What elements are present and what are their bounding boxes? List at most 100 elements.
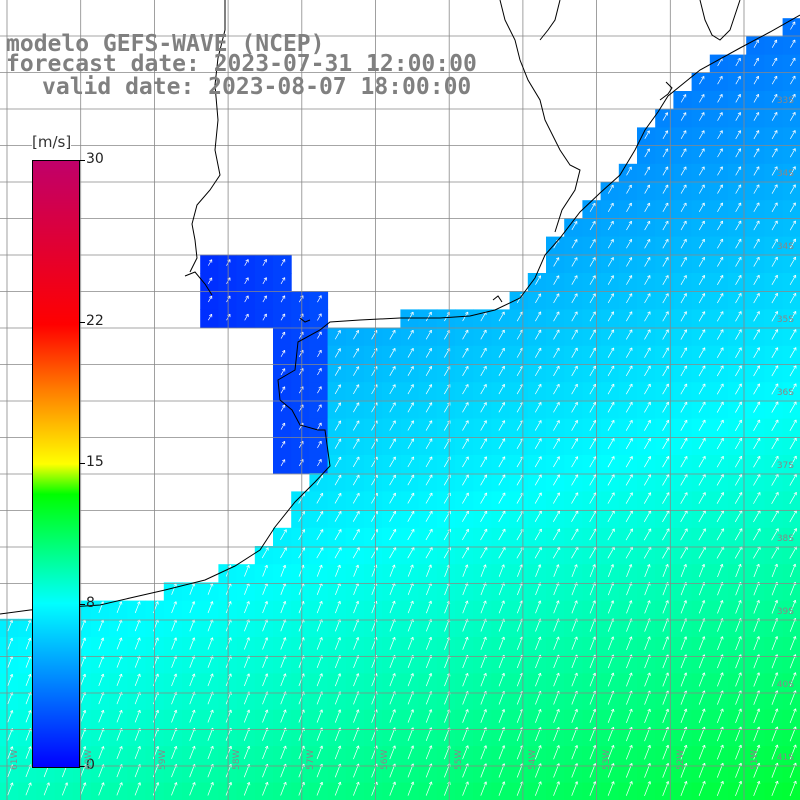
wind-arrow-head <box>774 672 779 676</box>
wind-arrow <box>589 510 597 523</box>
wind-arrow-head <box>720 401 724 405</box>
wind-arrow-head <box>137 709 141 714</box>
wind-arrow-head <box>647 329 651 333</box>
wind-arrow <box>316 619 323 632</box>
wind-arrow-head <box>592 239 596 243</box>
wind-arrow-head <box>537 275 542 279</box>
wind-arrow-head <box>666 528 670 532</box>
wind-arrow-head <box>775 473 779 478</box>
wind-arrow <box>680 636 687 651</box>
wind-arrow-head <box>774 274 778 279</box>
wind-arrow <box>262 295 267 303</box>
wind-arrow-head <box>719 130 723 134</box>
wind-arrow <box>571 528 579 541</box>
wind-arrow-head <box>337 637 341 641</box>
wind-arrow <box>589 546 597 559</box>
wind-arrow-head <box>355 564 360 568</box>
wind-arrow-head <box>738 220 742 224</box>
wind-arrow <box>753 546 761 559</box>
wind-arrow-head <box>28 746 32 750</box>
wind-arrow-head <box>483 347 487 352</box>
wind-arrow <box>553 618 559 632</box>
wind-arrow <box>389 511 396 522</box>
wind-arrow <box>589 347 596 358</box>
wind-arrow <box>789 419 797 431</box>
wind-arrow <box>425 529 433 541</box>
wind-arrow <box>789 401 797 413</box>
wind-arrow <box>498 384 505 395</box>
wind-arrow <box>516 600 523 614</box>
wind-arrow-head <box>792 184 796 188</box>
wind-arrow <box>207 673 214 687</box>
wind-arrow-head <box>738 347 742 351</box>
wind-arrow-head <box>701 130 705 134</box>
wind-arrow-head <box>265 547 269 551</box>
wind-arrow <box>789 546 797 559</box>
wind-arrow-head <box>775 780 779 785</box>
wind-arrow <box>425 366 432 376</box>
wind-arrow-head <box>483 420 487 424</box>
wind-arrow <box>207 727 214 741</box>
wind-arrow-head <box>210 673 214 677</box>
wind-arrow <box>389 366 396 376</box>
wind-arrow <box>571 709 578 723</box>
wind-arrow-head <box>100 673 105 678</box>
wind-arrow-head <box>465 365 469 370</box>
wind-arrow-head <box>684 492 688 496</box>
wind-arrow-head <box>701 329 706 333</box>
wind-arrow <box>516 654 523 669</box>
wind-arrow-head <box>774 563 778 568</box>
wind-arrow <box>371 348 378 358</box>
wind-arrow <box>644 708 651 723</box>
wind-arrow-head <box>538 492 542 496</box>
wind-arrow-head <box>756 780 761 785</box>
wind-arrow-head <box>628 293 633 297</box>
wind-arrow <box>516 546 524 559</box>
wind-arrow <box>753 238 760 249</box>
wind-arrow <box>717 220 723 231</box>
wind-arrow <box>516 510 524 522</box>
latitude-label: 41S <box>776 753 794 763</box>
longitude-label: 51W <box>750 749 760 770</box>
wind-arrow-head <box>483 600 487 604</box>
wind-arrow <box>607 456 615 468</box>
wind-arrow-head <box>465 745 469 749</box>
wind-arrow <box>662 492 670 504</box>
wind-arrow <box>189 673 195 687</box>
wind-arrow-head <box>738 256 742 261</box>
wind-arrow-head <box>208 277 213 281</box>
wind-arrow <box>462 492 469 504</box>
wind-arrow-head <box>282 637 287 641</box>
wind-arrow <box>407 402 414 413</box>
wind-arrow <box>662 401 669 413</box>
wind-arrow <box>589 745 596 760</box>
wind-arrow-head <box>428 420 433 424</box>
wind-arrow <box>789 510 797 523</box>
wind-arrow <box>425 311 432 322</box>
wind-arrow-head <box>720 528 725 532</box>
wind-arrow <box>462 329 469 340</box>
longitude-label: 52W <box>676 749 686 770</box>
wind-arrow-head <box>665 275 669 279</box>
wind-arrow <box>716 383 724 395</box>
wind-arrow <box>552 510 560 523</box>
wind-arrow-head <box>574 329 578 333</box>
wind-arrow-head <box>683 600 687 604</box>
wind-arrow-head <box>593 510 597 514</box>
wind-arrow <box>462 582 468 596</box>
wind-arrow-head <box>173 637 178 641</box>
wind-arrow <box>771 238 778 249</box>
wind-arrow-head <box>610 293 614 297</box>
wind-arrow-head <box>702 492 706 496</box>
wind-arrow <box>589 636 596 650</box>
wind-arrow <box>462 600 468 614</box>
wind-arrow-head <box>702 383 706 387</box>
wind-arrow <box>735 311 742 322</box>
wind-arrow <box>280 277 286 285</box>
wind-arrow <box>644 220 651 231</box>
wind-arrow <box>262 691 268 705</box>
wind-arrow <box>680 600 687 614</box>
wind-arrow-head <box>319 763 324 768</box>
wind-arrow-head <box>592 564 596 568</box>
wind-arrow <box>298 404 304 412</box>
